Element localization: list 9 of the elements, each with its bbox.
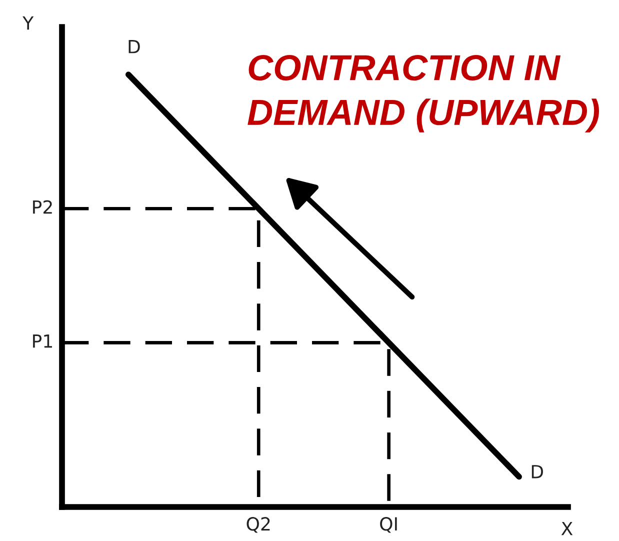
- annotation: D: [532, 465, 543, 478]
- x-tick-label: Q2: [246, 517, 270, 533]
- chart-title: CONTRACTION IN DEMAND (UPWARD): [248, 54, 600, 132]
- x-tick-label: QI: [380, 517, 397, 533]
- text: D: [128, 40, 140, 54]
- ref-line-label: P2: [33, 200, 52, 214]
- y-axis-title: Y: [22, 16, 34, 30]
- x-axis-title: X: [561, 522, 573, 536]
- ref-line-label: P1: [33, 334, 52, 348]
